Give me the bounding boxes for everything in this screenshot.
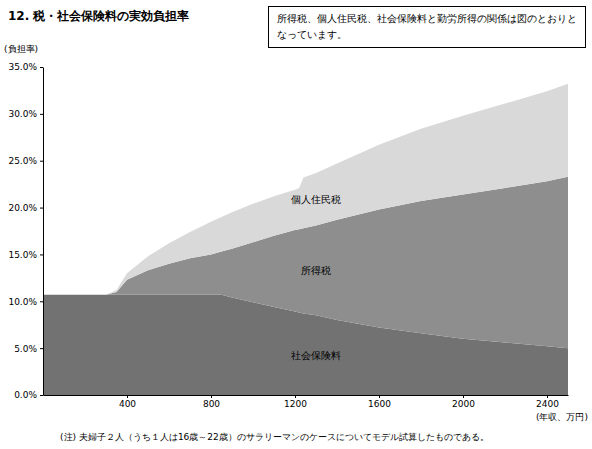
tick: 10.0%: [8, 297, 43, 307]
tick-mark: [463, 395, 464, 398]
tick-label: 15.0%: [8, 250, 37, 260]
tick-label: 0.0%: [14, 390, 37, 400]
axis-line: [43, 68, 44, 396]
tick: 1200: [284, 395, 307, 409]
chart: 12. 税・社会保険料の実効負担率 (負担率) 社会保険料 所得税 個人住民税 0.0% 5…: [0, 0, 592, 449]
tick: 800: [203, 395, 220, 409]
tick-label: 35.0%: [8, 62, 37, 72]
area: [43, 84, 568, 295]
tick-label: 1200: [284, 399, 307, 409]
tick: 20.0%: [8, 203, 43, 213]
title: 12. 税・社会保険料の実効負担率: [8, 9, 189, 23]
tick: 35.0%: [8, 62, 43, 72]
series-label: 社会保険料: [291, 350, 341, 361]
tick-mark: [40, 114, 43, 115]
tick-mark: [40, 254, 43, 255]
tick: 0.0%: [14, 390, 43, 400]
x-axis-label: (年収、万円): [536, 412, 588, 422]
tick-label: 2400: [536, 399, 559, 409]
tick: 400: [119, 395, 136, 409]
tick-mark: [127, 395, 128, 398]
x-axis: 400 800 1200 1600 2000 2400: [44, 395, 569, 409]
series-label: 所得税: [301, 265, 331, 276]
tick-mark: [40, 67, 43, 68]
tick: 1600: [368, 395, 391, 409]
plot-area: [43, 84, 568, 395]
tick-label: 1600: [368, 399, 391, 409]
y-axis: 0.0% 5.0% 10.0% 15.0% 20.0% 25.0% 30.0% 35.0%: [8, 62, 43, 400]
tick-label: 25.0%: [8, 156, 37, 166]
tick-mark: [40, 348, 43, 349]
tick-label: 10.0%: [8, 297, 37, 307]
axis-line: [44, 395, 569, 396]
tick-label: 800: [203, 399, 220, 409]
tick-mark: [547, 395, 548, 398]
y-axis-label: (負担率): [4, 44, 38, 54]
annotation: 所得税、個人住民税、社会保険料と勤労所得の関係は図のとおりとなっています。: [268, 6, 586, 48]
tick-label: 5.0%: [14, 344, 37, 354]
tick: 2400: [536, 395, 559, 409]
series-label: 個人住民税: [291, 194, 341, 205]
tick: 25.0%: [8, 156, 43, 166]
tick: 2000: [452, 395, 475, 409]
tick-label: 2000: [452, 399, 475, 409]
area: [43, 177, 568, 348]
tick-label: 400: [119, 399, 136, 409]
tick-mark: [40, 161, 43, 162]
tick-mark: [211, 395, 212, 398]
tick-label: 30.0%: [8, 109, 37, 119]
tick-mark: [40, 208, 43, 209]
tick: 30.0%: [8, 109, 43, 119]
tick-mark: [40, 395, 43, 396]
tick-mark: [379, 395, 380, 398]
tick-mark: [295, 395, 296, 398]
note: (注) 夫婦子２人（うち１人は16歳～22歳）のサラリーマンのケースについてモデ…: [60, 432, 489, 442]
tick: 5.0%: [14, 344, 43, 354]
tick-mark: [40, 301, 43, 302]
tick-label: 20.0%: [8, 203, 37, 213]
tick: 15.0%: [8, 250, 43, 260]
